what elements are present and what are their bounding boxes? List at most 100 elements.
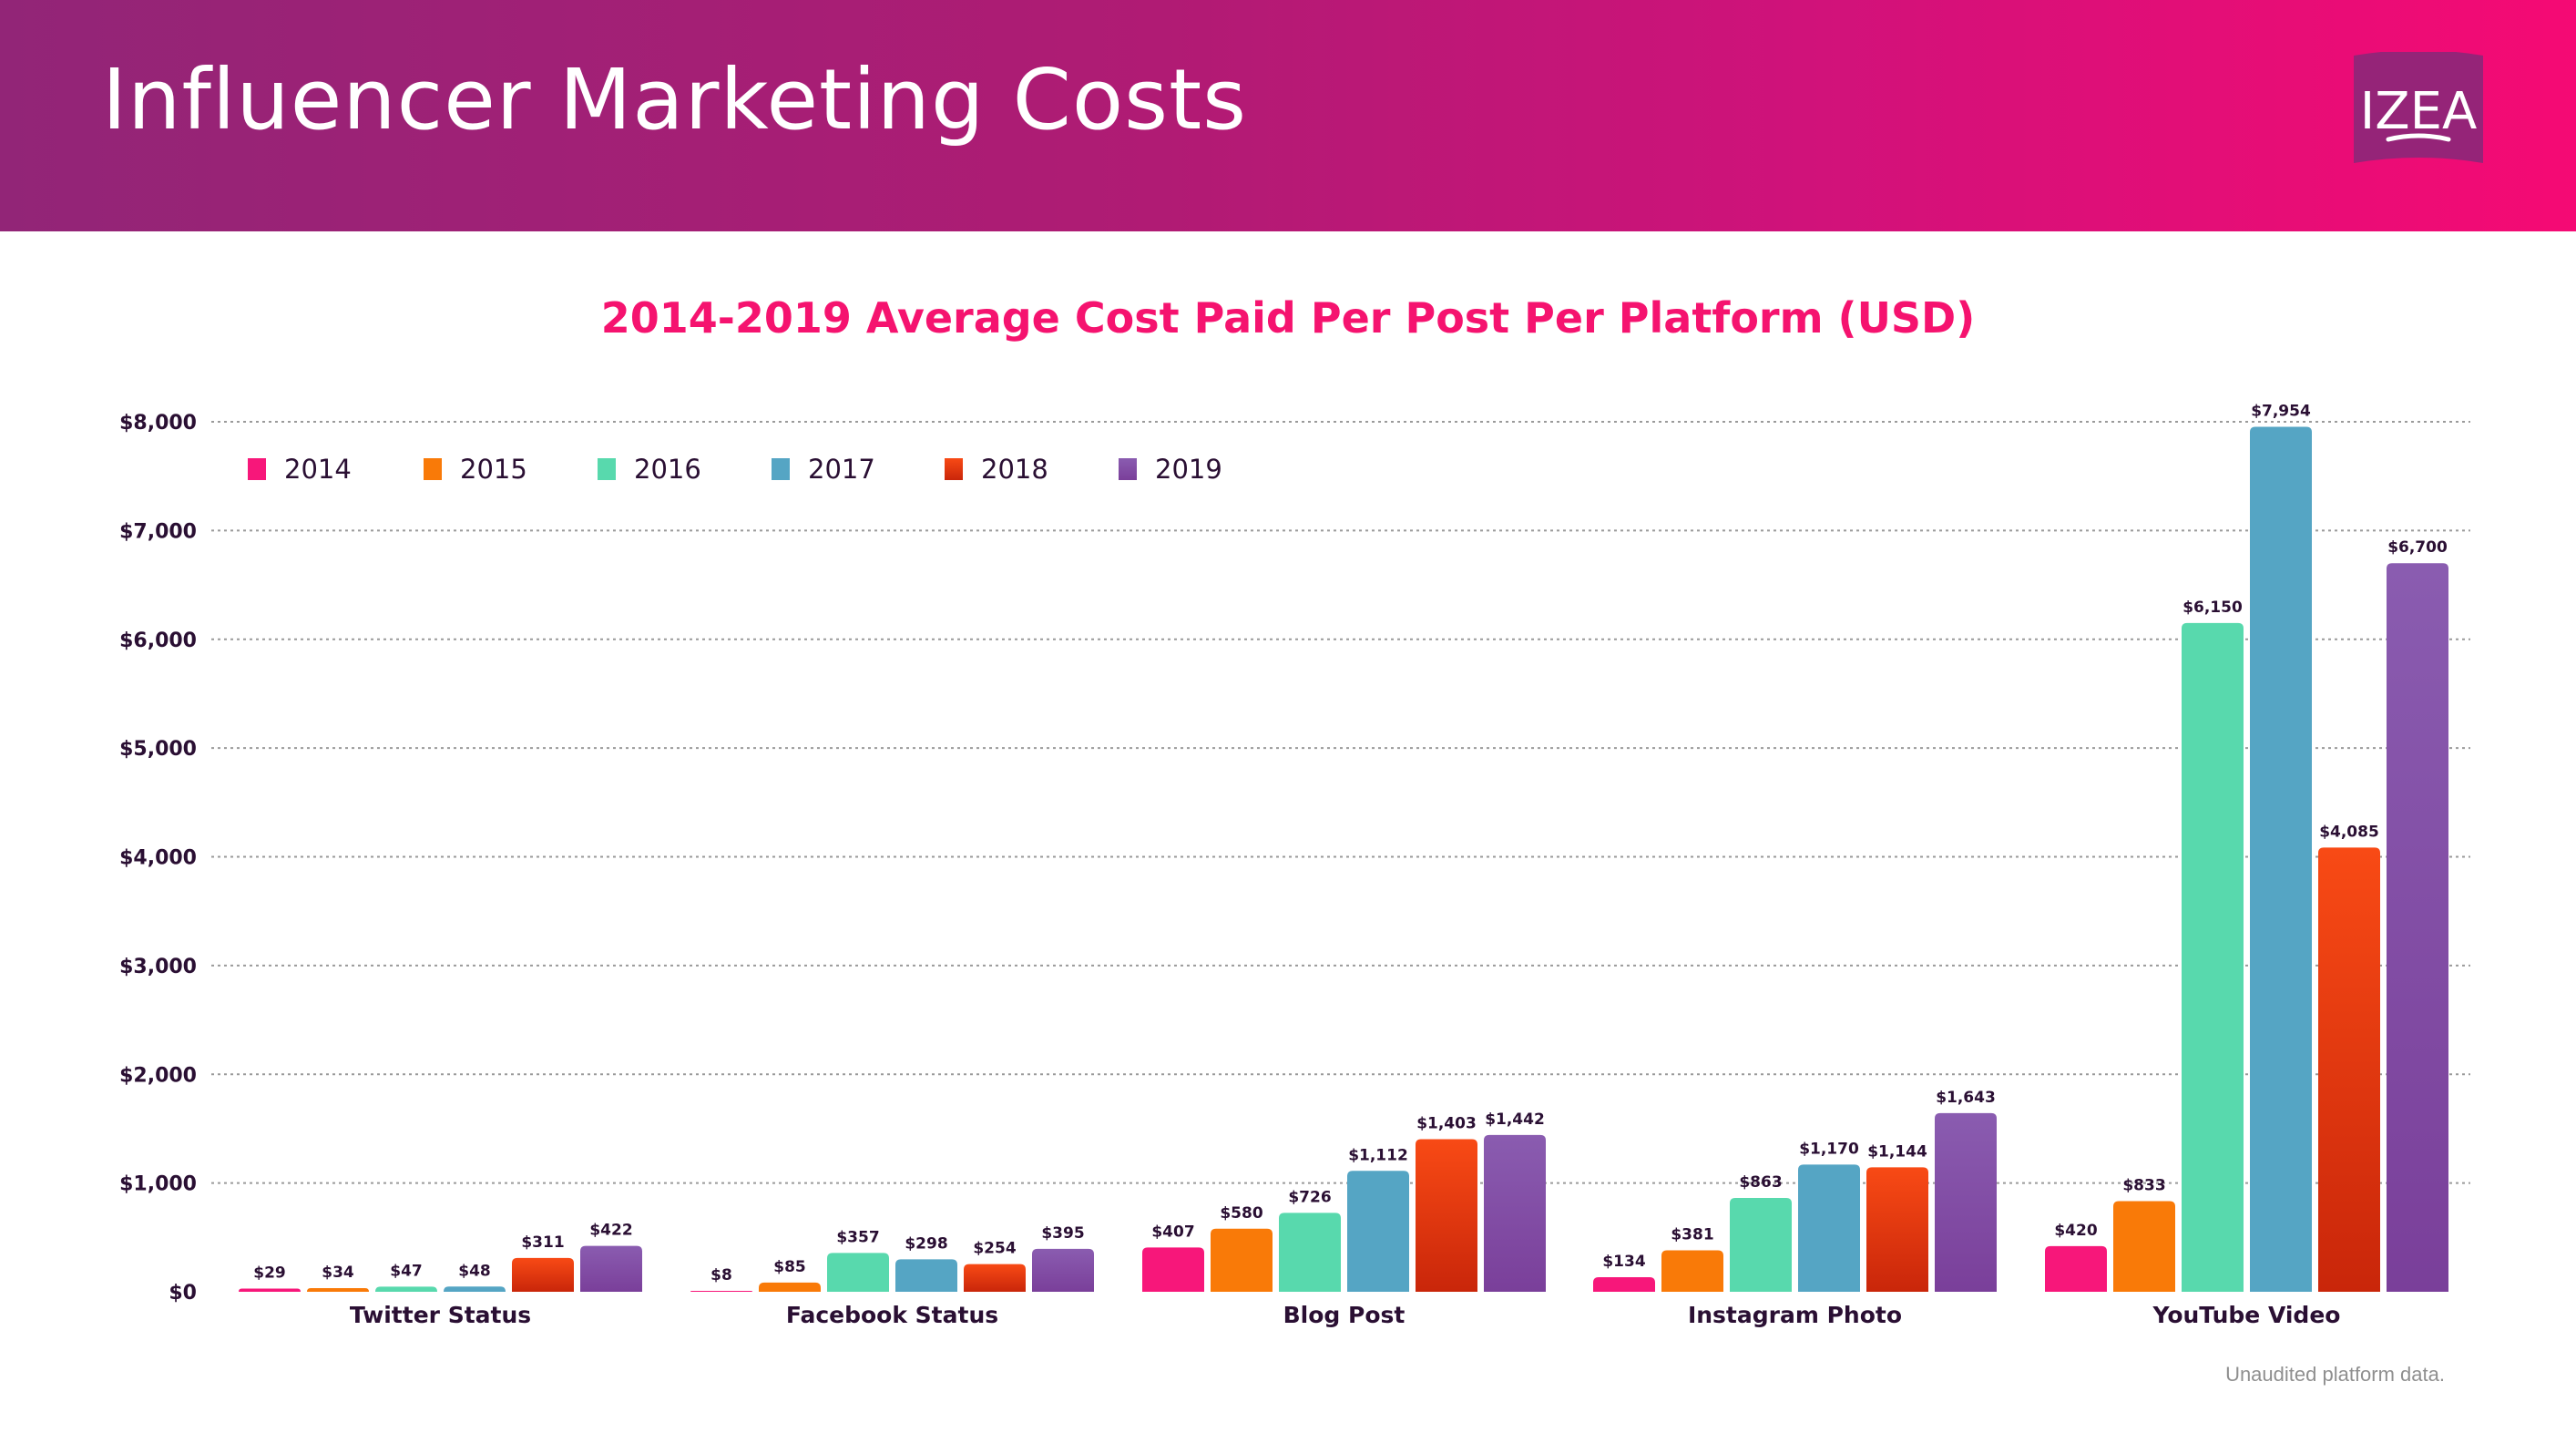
data-label: $298 — [905, 1234, 947, 1253]
legend-swatch — [1119, 458, 1137, 480]
data-label: $254 — [973, 1240, 1016, 1258]
bar-2014-twitter-status — [239, 1288, 301, 1292]
data-label: $34 — [322, 1264, 354, 1282]
data-label: $726 — [1288, 1188, 1331, 1206]
data-label: $381 — [1671, 1226, 1713, 1244]
y-tick-label: $1,000 — [119, 1173, 197, 1196]
legend-item-2014: 2014 — [248, 454, 352, 485]
x-tick-label: Twitter Status — [350, 1302, 531, 1328]
legend-swatch — [248, 458, 266, 480]
bar-2015-facebook-status — [759, 1282, 821, 1292]
gridlines — [211, 421, 2470, 1184]
bar-2015-blog-post — [1211, 1228, 1273, 1292]
bar-2019-twitter-status — [580, 1245, 642, 1292]
bar-2016-instagram-photo — [1730, 1197, 1792, 1292]
izea-logo: IZEA — [2354, 52, 2483, 163]
bar-2015-youtube-video — [2113, 1201, 2175, 1292]
legend-item-2016: 2016 — [598, 454, 701, 485]
data-label: $4,085 — [2319, 823, 2379, 841]
bar-2014-blog-post — [1142, 1247, 1204, 1292]
legend-label: 2015 — [460, 454, 527, 485]
data-label: $6,700 — [2387, 538, 2448, 557]
bar-2016-facebook-status — [827, 1253, 889, 1292]
data-labels: $29 $34 $47 $48 $311 $422 $8 $85 $357 $298 $254 $39… — [253, 402, 2448, 1284]
bar-2019-youtube-video — [2387, 563, 2448, 1292]
logo-text: IZEA — [2360, 82, 2478, 141]
y-axis-ticks: $0 $1,000 $2,000 $3,000 $4,000 $5,000 $6,000 $7… — [119, 412, 197, 1305]
chart-title: 2014-2019 Average Cost Paid Per Post Per… — [600, 293, 1976, 343]
legend-item-2015: 2015 — [424, 454, 527, 485]
legend-item-2018: 2018 — [945, 454, 1048, 485]
data-label: $1,403 — [1416, 1115, 1477, 1133]
legend-swatch — [598, 458, 616, 480]
footnote: Unaudited platform data. — [2225, 1363, 2445, 1386]
x-tick-label: YouTube Video — [2152, 1302, 2341, 1328]
y-tick-label: $0 — [169, 1282, 197, 1305]
data-label: $580 — [1220, 1204, 1262, 1223]
data-label: $833 — [2122, 1177, 2165, 1195]
data-label: $6,150 — [2182, 599, 2243, 617]
legend-label: 2016 — [634, 454, 701, 485]
x-tick-label: Facebook Status — [786, 1302, 998, 1328]
data-label: $1,144 — [1867, 1142, 1927, 1161]
bar-2015-instagram-photo — [1661, 1250, 1723, 1292]
y-tick-label: $7,000 — [119, 520, 197, 543]
data-label: $8 — [710, 1266, 732, 1284]
bar-2016-youtube-video — [2182, 622, 2244, 1292]
legend-item-2019: 2019 — [1119, 454, 1222, 485]
bar-2018-twitter-status — [512, 1257, 574, 1292]
legend-swatch — [772, 458, 790, 480]
bar-2016-blog-post — [1279, 1213, 1341, 1292]
data-label: $29 — [253, 1264, 286, 1283]
legend-label: 2019 — [1155, 454, 1222, 485]
bar-2014-instagram-photo — [1593, 1277, 1655, 1292]
bar-2018-blog-post — [1416, 1139, 1477, 1292]
bars — [239, 426, 2448, 1293]
legend: 2014 2015 2016 2017 2018 2019 — [248, 454, 1222, 485]
data-label: $311 — [521, 1233, 564, 1252]
data-label: $134 — [1602, 1253, 1645, 1271]
data-label: $85 — [773, 1258, 806, 1276]
data-label: $357 — [836, 1228, 879, 1246]
data-label: $1,442 — [1485, 1110, 1545, 1129]
legend-swatch — [945, 458, 963, 480]
data-label: $407 — [1151, 1223, 1194, 1241]
bar-2019-instagram-photo — [1935, 1112, 1997, 1292]
logo-underline — [2386, 133, 2451, 142]
y-tick-label: $3,000 — [119, 956, 197, 978]
y-tick-label: $8,000 — [119, 412, 197, 435]
header-banner: Influencer Marketing Costs IZEA — [0, 0, 2576, 231]
bar-2019-facebook-status — [1032, 1248, 1094, 1292]
bar-2017-youtube-video — [2250, 426, 2312, 1293]
bar-2018-youtube-video — [2318, 847, 2380, 1292]
bar-2019-blog-post — [1484, 1134, 1546, 1292]
data-label: $47 — [390, 1262, 423, 1280]
legend-label: 2014 — [284, 454, 352, 485]
page-title: Influencer Marketing Costs — [102, 51, 1248, 148]
legend-item-2017: 2017 — [772, 454, 875, 485]
data-label: $422 — [589, 1222, 632, 1240]
legend-label: 2017 — [808, 454, 875, 485]
bar-2017-twitter-status — [444, 1286, 506, 1292]
data-label: $48 — [458, 1262, 491, 1280]
data-label: $420 — [2054, 1222, 2097, 1240]
bar-2017-facebook-status — [895, 1259, 957, 1292]
x-tick-label: Instagram Photo — [1688, 1302, 1902, 1328]
bar-2016-twitter-status — [375, 1286, 437, 1292]
logo-banner-shape — [2354, 52, 2483, 163]
data-label: $395 — [1041, 1224, 1084, 1243]
data-label: $1,112 — [1348, 1146, 1408, 1164]
data-label: $7,954 — [2251, 402, 2311, 420]
bar-2018-instagram-photo — [1866, 1167, 1928, 1292]
x-tick-label: Blog Post — [1283, 1302, 1406, 1328]
x-axis-labels: Twitter Status Facebook Status Blog Post In… — [350, 1302, 2341, 1328]
bar-2017-instagram-photo — [1798, 1164, 1860, 1292]
bar-2017-blog-post — [1347, 1171, 1409, 1292]
bar-2014-facebook-status — [690, 1291, 752, 1292]
data-label: $1,170 — [1799, 1140, 1859, 1158]
bar-2015-twitter-status — [307, 1287, 369, 1292]
y-tick-label: $2,000 — [119, 1064, 197, 1087]
y-tick-label: $5,000 — [119, 738, 197, 761]
y-tick-label: $4,000 — [119, 847, 197, 870]
